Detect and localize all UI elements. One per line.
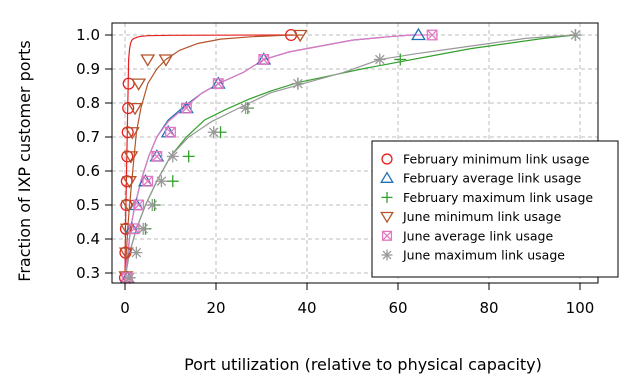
data-point-s3-9 — [140, 54, 156, 67]
x-axis-title: Port utilization (relative to physical c… — [184, 355, 542, 374]
series-line-0 — [124, 34, 294, 278]
x-tick-label: 20 — [206, 299, 225, 317]
data-point-s3-8 — [131, 78, 147, 91]
data-point-s4-2 — [133, 199, 145, 211]
y-tick-label: 0.5 — [76, 196, 100, 214]
legend-marker-3 — [380, 211, 394, 224]
data-point-s5-7 — [239, 102, 252, 115]
data-point-s0-4 — [120, 175, 133, 188]
y-tick-label: 0.8 — [76, 94, 100, 112]
series-markers — [118, 27, 582, 284]
data-point-s5-10 — [569, 29, 582, 41]
legend-box — [371, 140, 619, 278]
data-point-s4-3 — [142, 175, 154, 187]
data-point-s4-4 — [151, 150, 163, 162]
y-axis-title: Fraction of IXP customer ports — [15, 40, 34, 281]
data-point-s5-4 — [155, 175, 168, 188]
data-point-s3-7 — [127, 102, 143, 116]
y-tick-label: 0.6 — [76, 162, 100, 180]
legend-marker-1 — [380, 171, 394, 183]
data-point-s4-8 — [258, 54, 270, 65]
data-point-s5-6 — [207, 126, 220, 139]
data-point-s4-5 — [165, 126, 176, 138]
legend-label-1: February average link usage — [403, 171, 582, 186]
data-point-s3-1 — [118, 247, 134, 260]
legend-marker-0 — [381, 153, 393, 165]
data-point-s3-6 — [124, 127, 140, 140]
data-point-s2-3 — [166, 175, 179, 188]
data-point-s0-8 — [122, 77, 135, 90]
data-point-s5-1 — [130, 246, 143, 259]
legend-marker-5 — [381, 249, 393, 261]
data-point-s5-8 — [291, 77, 304, 90]
data-point-s4-6 — [180, 102, 192, 114]
legend-marker-2 — [381, 191, 393, 203]
data-point-s2-4 — [182, 150, 195, 163]
data-point-s3-5 — [123, 151, 139, 164]
data-point-s3-10 — [158, 54, 174, 67]
data-point-s1-9 — [411, 27, 426, 41]
x-tick-label: 100 — [566, 299, 595, 317]
y-tick-label: 1.0 — [76, 26, 100, 44]
legend-label-4: June average link usage — [402, 228, 553, 243]
data-point-s0-6 — [121, 126, 134, 139]
data-point-s0-7 — [122, 102, 135, 115]
data-point-s2-8 — [394, 53, 407, 66]
data-point-s3-3 — [121, 199, 137, 213]
data-point-s5-3 — [146, 199, 159, 211]
data-point-s5-0 — [123, 271, 136, 284]
x-axis: 0 20 40 60 80 100 — [120, 283, 594, 317]
y-tick-label: 0.3 — [76, 264, 100, 282]
series-lines — [124, 34, 576, 278]
data-point-s4-9 — [426, 29, 438, 41]
x-tick-label: 40 — [297, 299, 316, 317]
legend-label-0: February minimum link usage — [403, 152, 590, 167]
data-point-s3-11 — [292, 29, 308, 43]
x-tick-label: 80 — [479, 299, 498, 317]
data-point-s5-9 — [373, 53, 386, 66]
data-point-s3-2 — [119, 223, 135, 237]
y-tick-label: 0.4 — [76, 230, 100, 248]
y-tick-label: 0.7 — [76, 128, 100, 146]
data-point-s4-7 — [212, 78, 224, 90]
data-point-s0-5 — [121, 150, 134, 163]
x-tick-label: 0 — [120, 299, 130, 317]
data-point-s5-2 — [137, 222, 150, 235]
x-tick-label: 60 — [388, 299, 407, 317]
legend-label-5: June maximum link usage — [402, 248, 565, 263]
y-axis: 0.3 0.4 0.5 0.6 0.7 0.8 0.9 1.0 — [76, 26, 112, 282]
data-point-s5-5 — [166, 150, 179, 163]
legend-marker-4 — [381, 230, 393, 241]
y-tick-label: 0.9 — [76, 60, 100, 78]
legend-label-2: February maximum link usage — [403, 190, 593, 205]
series-line-4 — [124, 34, 430, 278]
series-line-3 — [124, 34, 303, 278]
data-point-s3-4 — [122, 176, 137, 189]
legend: February minimum link usage February aver… — [371, 140, 619, 278]
legend-label-3: June minimum link usage — [402, 209, 562, 224]
series-line-5 — [124, 34, 576, 278]
